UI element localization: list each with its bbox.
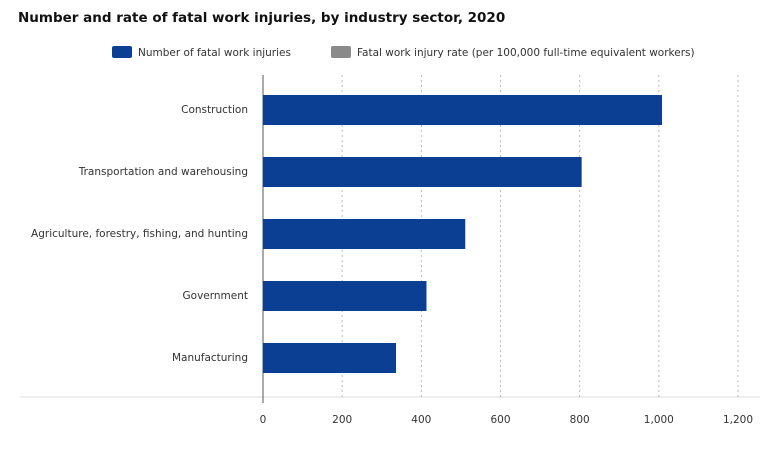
- legend-swatch: [330, 46, 351, 58]
- legend-label: Number of fatal work injuries: [138, 47, 291, 59]
- bar: [263, 157, 582, 187]
- y-tick-label: Construction: [181, 104, 248, 116]
- bar: [263, 219, 466, 249]
- x-tick-label: 1,200: [723, 414, 753, 426]
- bar: [263, 343, 396, 373]
- bar: [263, 95, 662, 125]
- y-tick-label: Transportation and warehousing: [78, 166, 248, 178]
- legend-label: Fatal work injury rate (per 100,000 full…: [357, 47, 695, 59]
- y-tick-label: Manufacturing: [172, 352, 248, 364]
- x-tick-label: 200: [332, 414, 352, 426]
- x-tick-label: 1,000: [644, 414, 674, 426]
- x-tick-label: 0: [260, 414, 267, 426]
- chart-title: Number and rate of fatal work injuries, …: [18, 10, 505, 26]
- x-tick-label: 400: [411, 414, 431, 426]
- bar: [263, 281, 427, 311]
- x-tick-label: 800: [570, 414, 590, 426]
- y-tick-label: Government: [183, 290, 248, 302]
- legend-swatch: [112, 46, 132, 58]
- y-tick-label: Agriculture, forestry, fishing, and hunt…: [31, 228, 248, 240]
- x-tick-label: 600: [490, 414, 510, 426]
